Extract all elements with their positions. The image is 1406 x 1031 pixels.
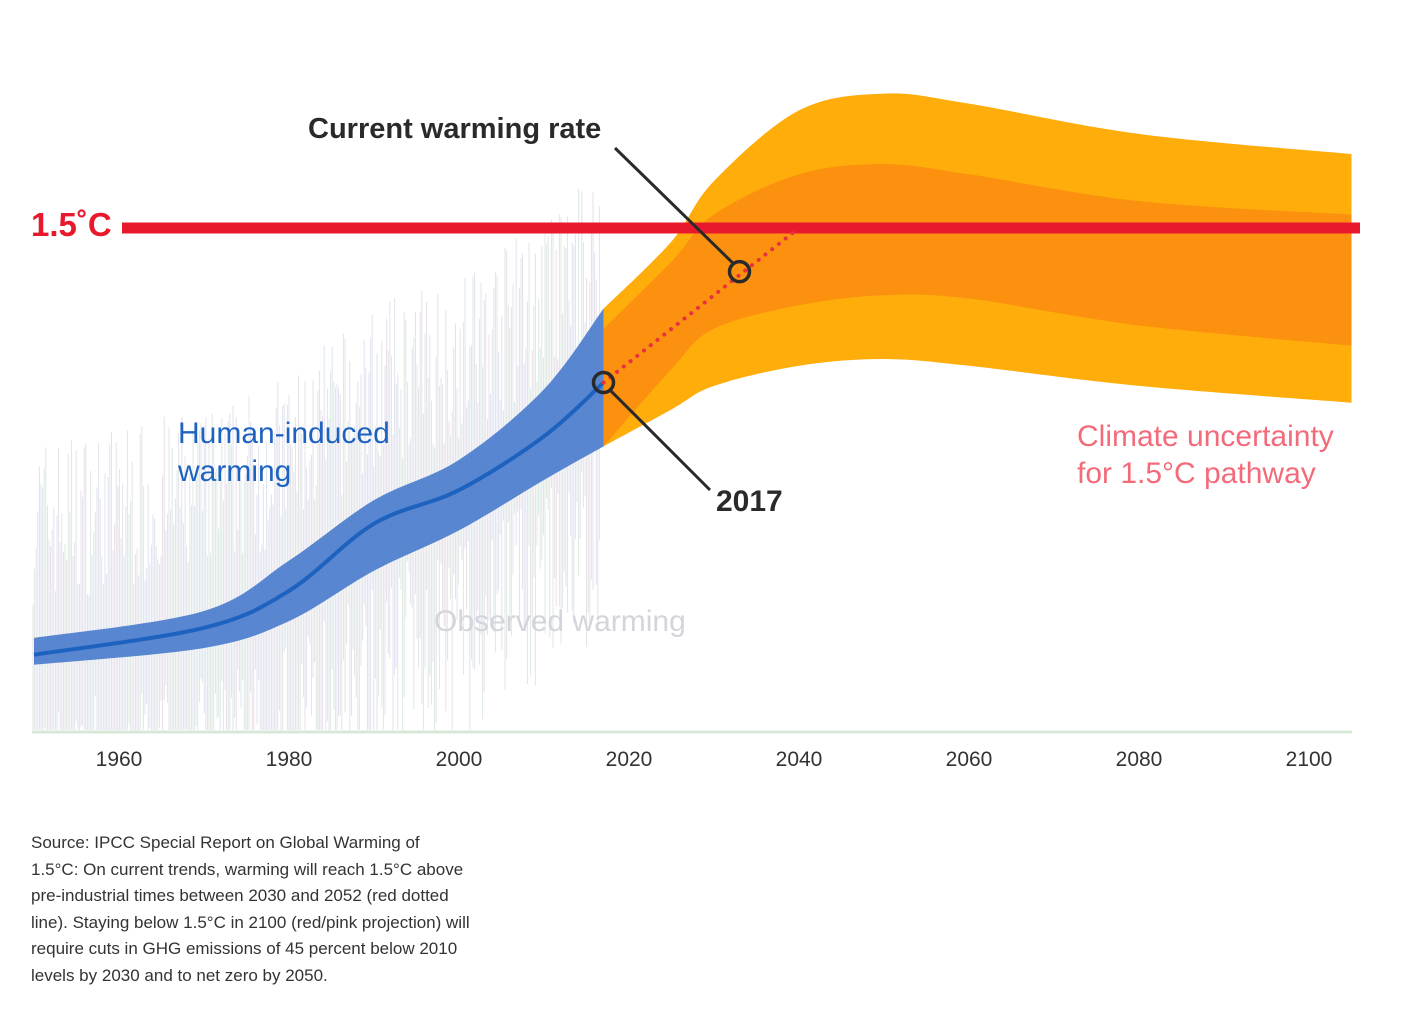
human-induced-label-2: warming [178,455,292,488]
uncertainty-inner-band [603,164,1352,447]
threshold-label: 1.5˚C [31,206,112,243]
x-tick-label: 2020 [606,748,653,771]
observed-warming-label: Observed warming [434,605,686,638]
x-tick-label: 1960 [96,748,143,771]
annotation-current-warming-rate: Current warming rate [308,113,602,145]
leader-line-2017 [609,389,712,492]
human-induced-label-1: Human-induced [178,417,390,450]
source-note: Source: IPCC Special Report on Global Wa… [31,833,470,985]
uncertainty-label-2: for 1.5°C pathway [1077,457,1316,490]
leader-line-current-rate [613,146,735,265]
x-tick-label: 2080 [1116,748,1163,771]
uncertainty-label-1: Climate uncertainty [1077,420,1334,453]
x-tick-label: 2040 [776,748,823,771]
x-axis-ticks: 1960 1980 2000 2020 2040 2060 2080 2100 [96,748,1333,771]
human-induced-line [33,381,605,657]
x-tick-label: 1980 [266,748,313,771]
marker-2017 [591,370,616,395]
x-tick-label: 2060 [946,748,993,771]
annotation-2017: 2017 [716,485,783,518]
current-warming-rate-line [601,226,801,385]
x-tick-label: 2000 [436,748,483,771]
human-induced-band [34,308,604,665]
marker-current-rate [727,259,752,284]
x-tick-label: 2100 [1286,748,1333,771]
